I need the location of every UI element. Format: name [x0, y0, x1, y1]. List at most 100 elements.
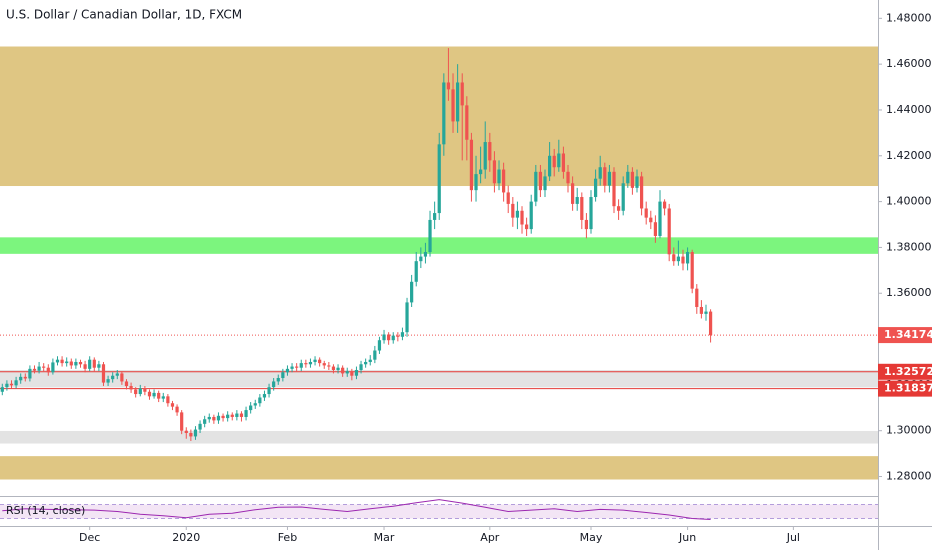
candle-body: [548, 155, 552, 177]
candle-body: [391, 335, 395, 341]
y-tick-label: 1.48000: [886, 11, 932, 24]
y-tick-label: 1.46000: [886, 57, 932, 70]
candle-body: [469, 139, 474, 191]
candle-body: [267, 387, 271, 395]
candle-body: [19, 376, 23, 381]
candle-body: [304, 363, 308, 365]
price-label-box: [878, 327, 932, 344]
price-label: 1.34174: [884, 328, 932, 341]
candle-body: [437, 144, 441, 214]
candle-body: [708, 311, 713, 336]
candle-body: [414, 261, 418, 282]
candle-body: [465, 105, 469, 140]
candle-body: [626, 171, 630, 184]
candle-body: [515, 210, 520, 218]
candle-body: [295, 366, 299, 368]
candle-body: [331, 366, 336, 370]
x-tick-label: Jun: [678, 531, 696, 544]
x-tick-label: May: [580, 531, 603, 544]
candle-body: [258, 397, 262, 404]
candle-body: [396, 335, 400, 337]
candle-body: [198, 423, 202, 430]
candle-body: [106, 379, 110, 383]
x-tick-label: Apr: [480, 531, 500, 544]
candle-body: [699, 306, 703, 314]
chart-title: U.S. Dollar / Canadian Dollar, 1D, FXCM: [6, 8, 242, 22]
candle-body: [313, 359, 317, 362]
candle-body: [193, 429, 198, 437]
candle-body: [502, 169, 506, 193]
candle-body: [9, 383, 14, 386]
candle-body: [382, 334, 386, 341]
candle-body: [685, 252, 690, 264]
candle-body: [253, 403, 257, 406]
candle-body: [474, 174, 478, 191]
candle-body: [405, 302, 409, 333]
candle-body: [350, 371, 354, 376]
candle-body: [124, 381, 129, 387]
candle-body: [203, 419, 207, 424]
candle-body: [635, 176, 639, 188]
candle-body: [704, 311, 708, 314]
candle-body: [285, 368, 290, 373]
price-label: 1.31837: [884, 382, 932, 395]
candle-body: [32, 368, 37, 371]
candle-body: [111, 375, 115, 380]
candle-body: [511, 203, 515, 218]
candle-body: [681, 256, 685, 264]
candle-body: [658, 201, 662, 236]
candle-body: [170, 403, 175, 407]
candle-body: [690, 252, 694, 289]
candle-body: [226, 414, 230, 419]
candle-body: [456, 82, 460, 122]
candle-body: [5, 383, 9, 388]
candle-body: [662, 201, 667, 209]
x-tick-label: 2020: [172, 531, 200, 544]
candle-body: [83, 364, 87, 369]
candle-body: [649, 217, 653, 223]
candle-body: [46, 367, 50, 373]
candle-body: [138, 388, 142, 395]
x-tick-label: Feb: [278, 531, 297, 544]
candle-body: [175, 406, 179, 413]
candle-body: [616, 206, 621, 211]
y-tick-label: 1.30000: [886, 424, 932, 437]
y-tick-label: 1.38000: [886, 240, 932, 253]
x-tick-label: Jul: [786, 531, 800, 544]
candle-body: [428, 219, 432, 253]
candle-body: [336, 367, 340, 370]
candle-body: [603, 167, 607, 186]
candle-body: [584, 219, 589, 230]
candle-body: [419, 256, 423, 262]
candle-body: [497, 169, 501, 184]
candle-body: [212, 416, 216, 421]
zone: [0, 369, 878, 388]
candle-body: [92, 359, 96, 368]
candle-body: [101, 364, 106, 383]
candle-body: [290, 366, 294, 369]
candle-body: [667, 208, 671, 255]
candle-body: [483, 142, 487, 170]
candle-body: [23, 376, 27, 379]
candle-body: [433, 213, 437, 220]
candle-body: [147, 391, 152, 397]
candle-body: [534, 171, 538, 202]
candle-body: [28, 368, 32, 379]
candle-body: [557, 153, 561, 168]
candle-body: [612, 171, 616, 207]
candle-body: [51, 362, 55, 373]
candle-body: [322, 363, 326, 366]
candle-body: [368, 359, 372, 362]
candle-body: [354, 369, 359, 376]
candle-body: [695, 288, 699, 307]
candle-body: [327, 365, 331, 367]
candle-body: [216, 415, 221, 421]
candle-body: [244, 410, 248, 417]
candle-body: [143, 388, 147, 392]
candle-body: [272, 381, 276, 388]
candle-body: [55, 359, 60, 363]
candle-body: [410, 281, 414, 303]
candle-body: [644, 208, 648, 218]
candle-body: [207, 416, 211, 420]
